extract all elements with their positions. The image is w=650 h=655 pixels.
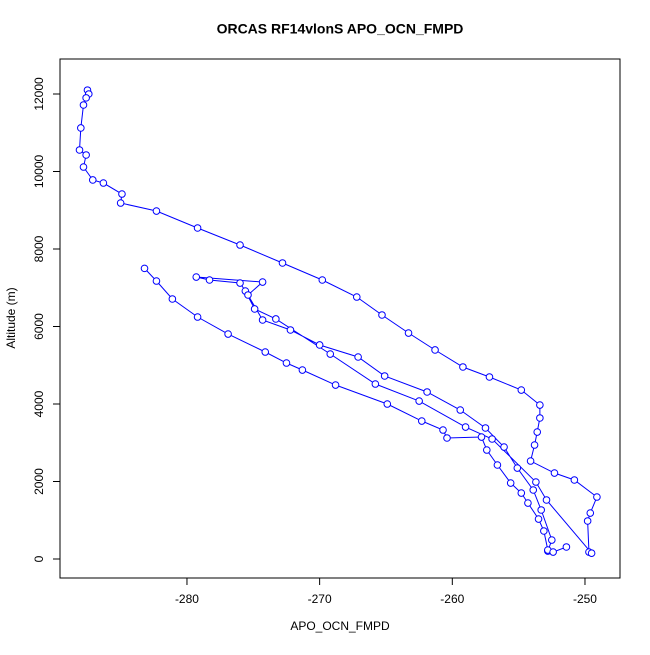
data-point: [488, 435, 496, 443]
data-point: [250, 305, 259, 313]
data-point: [318, 276, 327, 284]
data-point: [524, 499, 532, 507]
data-point: [82, 94, 90, 102]
x-axis-label: APO_OCN_FMPD: [290, 619, 390, 633]
x-tick-label: -280: [175, 592, 199, 606]
data-point: [562, 543, 571, 551]
data-point: [439, 426, 447, 434]
data-point: [354, 353, 362, 361]
x-tick-label: -250: [573, 592, 597, 606]
data-point: [536, 401, 544, 409]
data-point: [485, 373, 494, 381]
data-point: [423, 388, 431, 396]
data-point: [79, 163, 88, 171]
data-point: [500, 443, 508, 451]
data-point: [352, 293, 361, 301]
data-point: [88, 176, 97, 184]
data-point: [587, 549, 596, 557]
data-point: [282, 359, 291, 367]
data-point: [443, 434, 451, 442]
data-point: [236, 279, 244, 287]
data-point: [236, 241, 244, 249]
data-point: [586, 509, 595, 517]
y-axis-label: Altitude (m): [4, 287, 18, 348]
data-point: [513, 464, 522, 472]
data-point: [530, 441, 539, 449]
data-point: [456, 406, 465, 414]
data-point: [533, 428, 542, 436]
data-point: [404, 329, 413, 337]
data-point: [461, 423, 470, 431]
data-point: [371, 380, 380, 388]
y-tick-label: 4000: [32, 390, 46, 417]
data-point: [118, 190, 126, 198]
data-point: [168, 295, 177, 303]
data-point: [542, 496, 551, 504]
data-point: [517, 386, 526, 394]
data-point: [548, 536, 556, 544]
data-point: [286, 326, 295, 334]
data-point: [193, 224, 202, 232]
data-point: [378, 311, 386, 319]
data-point: [537, 506, 545, 514]
data-point: [244, 291, 252, 299]
data-point: [224, 330, 232, 338]
data-point: [140, 264, 149, 273]
data-point: [278, 259, 287, 267]
data-point: [75, 146, 84, 154]
data-point: [77, 124, 85, 132]
data-point: [331, 381, 340, 389]
x-tick-label: -260: [440, 592, 464, 606]
data-point: [540, 527, 548, 535]
data-point: [536, 414, 544, 422]
data-point: [526, 457, 535, 465]
x-tick-label: -270: [308, 592, 332, 606]
data-point: [529, 486, 538, 494]
y-tick-label: 0: [32, 555, 46, 562]
y-tick-label: 2000: [32, 468, 46, 495]
data-point: [417, 417, 426, 425]
data-point: [193, 313, 202, 321]
data-point: [481, 424, 490, 432]
data-point: [517, 489, 526, 497]
data-point: [506, 479, 515, 487]
data-point: [192, 273, 201, 281]
y-tick-label: 12000: [32, 77, 46, 111]
data-point: [326, 350, 335, 358]
data-point: [583, 517, 592, 525]
data-point: [383, 400, 392, 408]
data-point: [532, 478, 540, 486]
data-point: [493, 461, 502, 469]
data-point: [82, 151, 90, 159]
y-tick-label: 8000: [32, 235, 46, 262]
data-point: [258, 316, 267, 324]
data-point: [116, 199, 125, 207]
data-point: [550, 469, 559, 477]
data-point: [79, 101, 88, 109]
data-point: [261, 348, 270, 356]
data-point: [152, 207, 161, 215]
data-point: [482, 446, 491, 454]
data-point: [315, 341, 324, 349]
data-point: [477, 433, 486, 441]
data-point: [431, 346, 439, 354]
data-point: [99, 179, 108, 187]
data-point: [459, 363, 467, 371]
data-point: [593, 493, 601, 501]
data-point: [549, 548, 557, 556]
data-point: [258, 278, 267, 286]
data-point: [534, 515, 543, 523]
data-point: [272, 315, 280, 323]
data-point: [152, 277, 161, 285]
chart-title: ORCAS RF14vlonS APO_OCN_FMPD: [217, 21, 464, 37]
y-tick-label: 6000: [32, 313, 46, 340]
data-point: [570, 476, 579, 484]
y-tick-label: 10000: [32, 154, 46, 188]
data-point: [415, 397, 423, 405]
data-point: [205, 276, 214, 284]
data-point: [380, 372, 389, 380]
data-point: [298, 366, 307, 374]
